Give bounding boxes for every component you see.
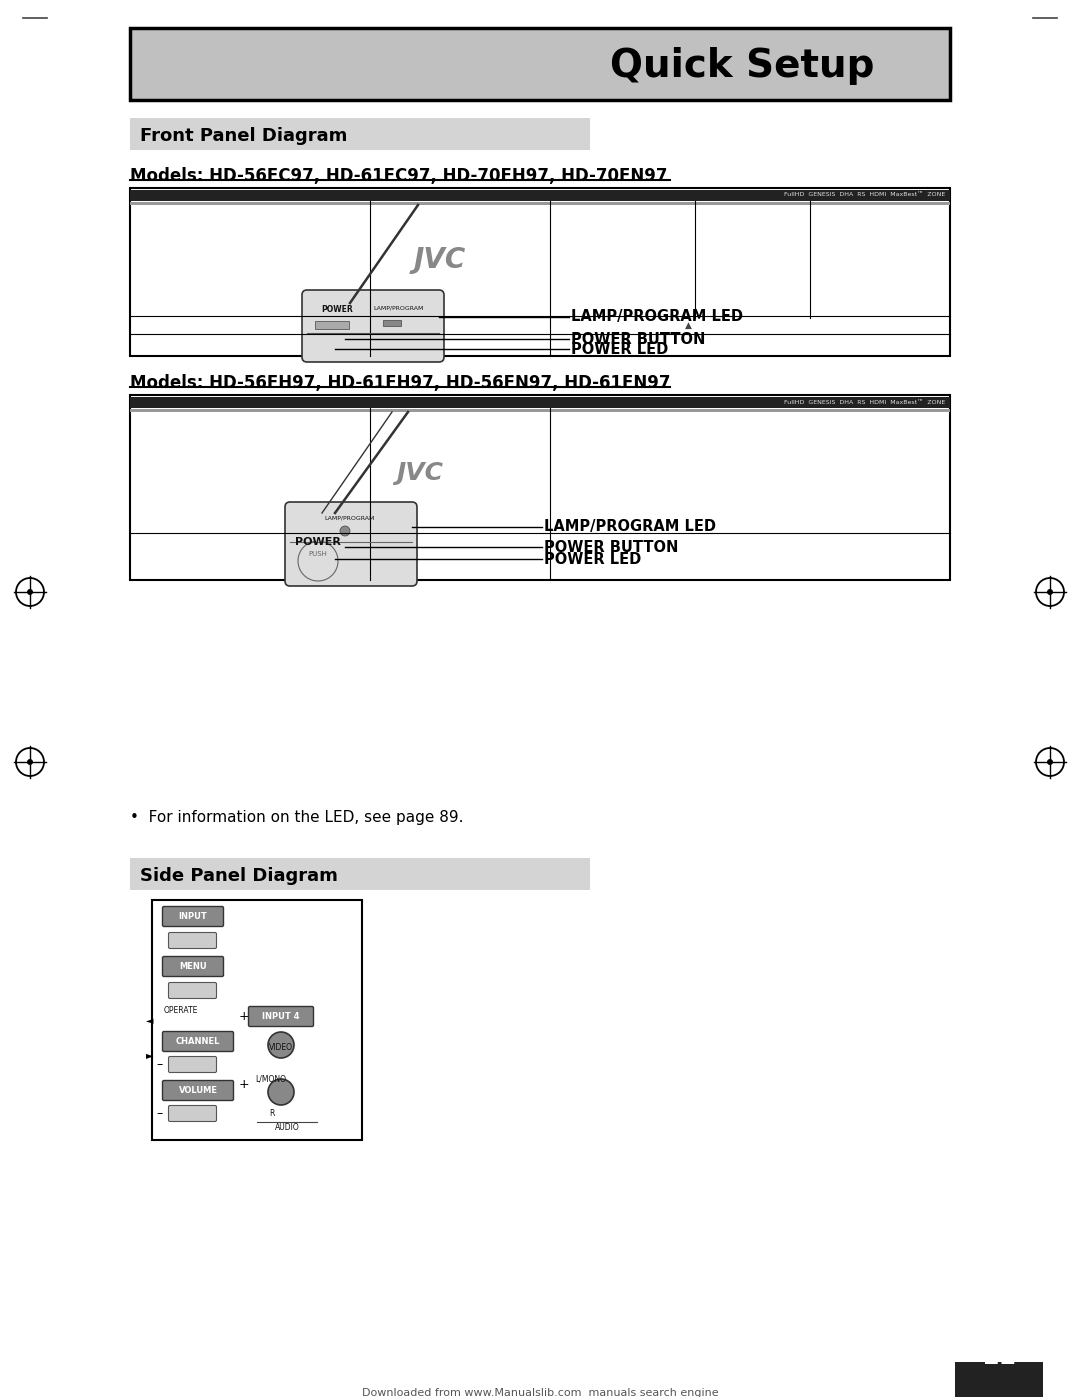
Text: L/MONO: L/MONO	[255, 1074, 286, 1083]
Bar	[130, 28, 950, 101]
Text: PUSH: PUSH	[309, 550, 327, 557]
Text: AUDIO: AUDIO	[274, 1123, 299, 1133]
Text: Side Panel Diagram: Side Panel Diagram	[140, 868, 338, 886]
Text: VOLUME: VOLUME	[178, 1085, 217, 1095]
Text: OPERATE: OPERATE	[164, 1006, 199, 1016]
Text: POWER BUTTON: POWER BUTTON	[544, 539, 678, 555]
Text: +: +	[239, 1010, 249, 1024]
Bar	[383, 320, 401, 326]
Text: –: –	[157, 1059, 163, 1071]
Text: ▲: ▲	[685, 320, 691, 330]
Bar	[130, 117, 590, 149]
Text: Models: HD-56FC97, HD-61FC97, HD-70FH97, HD-70FN97: Models: HD-56FC97, HD-61FC97, HD-70FH97,…	[130, 168, 667, 184]
Circle shape	[1047, 759, 1053, 766]
Text: LAMP/PROGRAM LED: LAMP/PROGRAM LED	[571, 310, 743, 324]
Text: JVC: JVC	[414, 246, 467, 274]
Text: R: R	[269, 1108, 274, 1118]
Text: POWER: POWER	[295, 536, 341, 548]
Circle shape	[268, 1078, 294, 1105]
Text: POWER LED: POWER LED	[544, 552, 642, 567]
FancyBboxPatch shape	[162, 957, 224, 977]
FancyBboxPatch shape	[285, 502, 417, 585]
Bar	[130, 190, 950, 201]
Text: FullHD  GENESIS  DHA  RS  HDMI  MaxBest™  ZONE: FullHD GENESIS DHA RS HDMI MaxBest™ ZONE	[784, 193, 945, 197]
FancyBboxPatch shape	[162, 1031, 233, 1052]
Text: Models: HD-56FH97, HD-61FH97, HD-56FN97, HD-61FN97: Models: HD-56FH97, HD-61FH97, HD-56FN97,…	[130, 374, 671, 393]
Text: •  For information on the LED, see page 89.: • For information on the LED, see page 8…	[130, 810, 463, 826]
Text: LAMP/PROGRAM: LAMP/PROGRAM	[374, 305, 424, 310]
Text: ►: ►	[146, 1051, 153, 1060]
Bar	[130, 203, 950, 205]
Circle shape	[340, 527, 350, 536]
FancyBboxPatch shape	[168, 933, 216, 949]
FancyBboxPatch shape	[168, 1105, 216, 1122]
Text: INPUT: INPUT	[178, 912, 207, 921]
FancyBboxPatch shape	[248, 1006, 313, 1027]
Circle shape	[27, 759, 33, 766]
Text: Downloaded from www.Manualslib.com  manuals search engine: Downloaded from www.Manualslib.com manua…	[362, 1389, 718, 1397]
Text: FullHD  GENESIS  DHA  RS  HDMI  MaxBest™  ZONE: FullHD GENESIS DHA RS HDMI MaxBest™ ZONE	[784, 400, 945, 405]
FancyBboxPatch shape	[168, 1056, 216, 1073]
FancyBboxPatch shape	[302, 291, 444, 362]
Text: VIDEO: VIDEO	[269, 1044, 293, 1052]
Circle shape	[27, 590, 33, 595]
Text: 11: 11	[982, 1345, 1016, 1369]
Bar	[130, 395, 950, 580]
Text: +: +	[239, 1078, 249, 1091]
Circle shape	[268, 1032, 294, 1058]
Text: –: –	[157, 1108, 163, 1120]
FancyBboxPatch shape	[162, 907, 224, 926]
Text: MENU: MENU	[179, 963, 206, 971]
FancyBboxPatch shape	[162, 1080, 233, 1101]
Bar	[130, 409, 950, 412]
Text: POWER: POWER	[321, 305, 353, 314]
FancyBboxPatch shape	[168, 982, 216, 999]
Text: Quick Setup: Quick Setup	[610, 47, 875, 85]
Text: CHANNEL: CHANNEL	[176, 1037, 220, 1046]
Text: LAMP/PROGRAM: LAMP/PROGRAM	[325, 515, 375, 521]
Bar	[130, 397, 950, 408]
Bar	[315, 321, 349, 330]
Circle shape	[1047, 590, 1053, 595]
Bar	[130, 189, 950, 356]
Text: Front Panel Diagram: Front Panel Diagram	[140, 127, 348, 145]
Text: INPUT 4: INPUT 4	[262, 1011, 300, 1021]
Bar	[955, 1362, 1043, 1397]
Text: LAMP/PROGRAM LED: LAMP/PROGRAM LED	[544, 520, 716, 535]
Text: JVC: JVC	[396, 461, 444, 485]
Text: POWER LED: POWER LED	[571, 341, 669, 356]
Text: ◄: ◄	[146, 1016, 153, 1025]
Bar	[130, 858, 590, 890]
Text: POWER BUTTON: POWER BUTTON	[571, 331, 705, 346]
Bar	[152, 900, 362, 1140]
